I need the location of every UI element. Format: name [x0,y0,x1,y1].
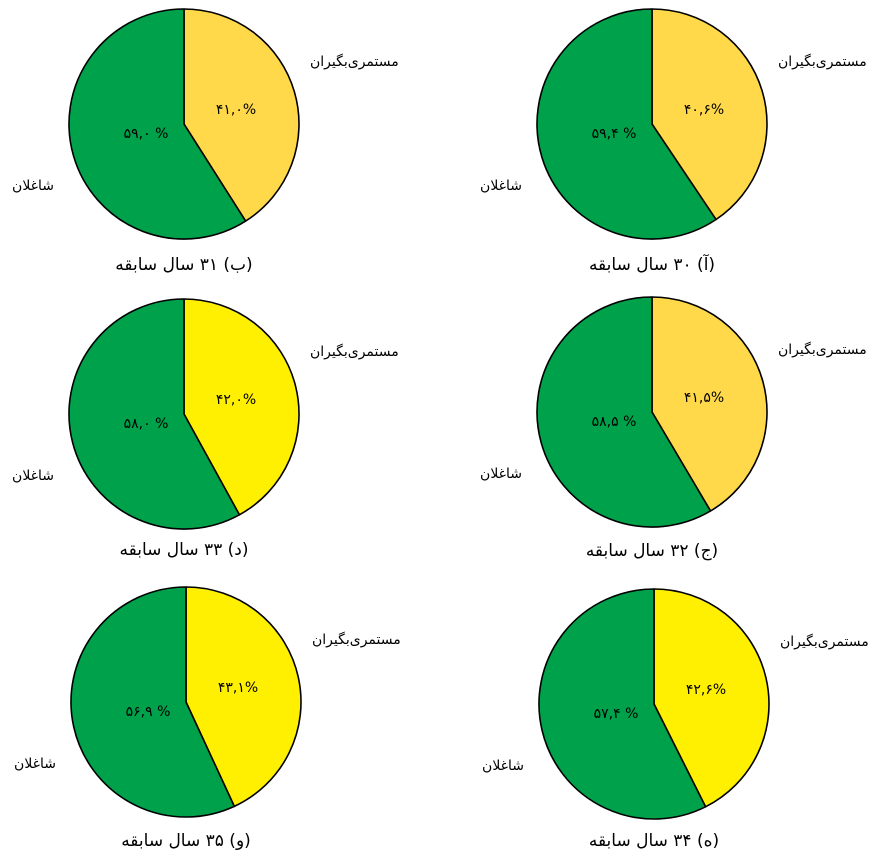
employed-slice [536,296,712,528]
pie-caption: (ب) ۳۱ سال سابقه [115,255,252,275]
employed-category-label: شاغلان [12,178,54,194]
pensioners-percent-label: ۴۲,۰% [216,392,256,408]
employed-percent-label: ۵۶,۹ % [126,704,171,720]
pie-chart-2: ۴۱,۰% ۵۹,۰ % مستمری‌بگیران شاغلان (ب) ۳۱ سال… [12,8,399,275]
employed-category-label: شاغلان [14,756,56,772]
pie-caption: (د) ۳۳ سال سابقه [120,540,249,560]
pensioners-category-label: مستمری‌بگیران [310,53,399,70]
employed-category-label: شاغلان [480,178,522,194]
pie-caption: (ه) ۳۴ سال سابقه [589,831,719,851]
pie-caption: (و) ۳۵ سال سابقه [121,831,251,851]
pensioners-category-label: مستمری‌بگیران [310,343,399,360]
employed-percent-label: ۵۹,۴ % [592,126,637,142]
pie-chart-6: ۴۳,۱% ۵۶,۹ % مستمری‌بگیران شاغلان (و) ۳۵ سال… [14,586,401,851]
employed-category-label: شاغلان [12,468,54,484]
pie-chart-1: ۴۰,۶% ۵۹,۴ % مستمری‌بگیران شاغلان (آ) ۳۰ سال… [480,8,867,275]
employed-percent-label: ۵۷,۴ % [594,706,639,722]
pensioners-category-label: مستمری‌بگیران [312,631,401,648]
pensioners-slice [183,298,300,516]
employed-category-label: شاغلان [482,758,524,774]
employed-slice [68,8,247,240]
pensioners-slice [653,588,770,808]
employed-slice [68,298,241,530]
pensioners-category-label: مستمری‌بگیران [780,633,869,650]
pensioners-percent-label: ۴۱,۵% [684,390,724,406]
employed-slice [538,588,707,820]
pie-chart-5: ۴۲,۶% ۵۷,۴ % مستمری‌بگیران شاغلان (ه) ۳۴ سال… [482,588,869,851]
pensioners-percent-label: ۴۳,۱% [218,680,258,696]
pie-caption: (آ) ۳۰ سال سابقه [589,253,715,275]
employed-slice [536,8,717,240]
pensioners-category-label: مستمری‌بگیران [778,341,867,358]
pensioners-slice [651,296,768,512]
pie-chart-3: ۴۱,۵% ۵۸,۵ % مستمری‌بگیران شاغلان (ج) ۳۲ سال… [480,296,867,561]
employed-percent-label: ۵۸,۰ % [124,416,169,432]
employed-percent-label: ۵۹,۰ % [124,126,169,142]
pensioners-percent-label: ۴۱,۰% [216,102,256,118]
pensioners-category-label: مستمری‌بگیران [778,53,867,70]
pensioners-percent-label: ۴۰,۶% [684,102,724,118]
pensioners-percent-label: ۴۲,۶% [686,682,726,698]
pie-caption: (ج) ۳۲ سال سابقه [586,541,718,561]
pensioners-slice [651,8,768,221]
pensioners-slice [185,586,302,808]
employed-category-label: شاغلان [480,466,522,482]
pie-chart-4: ۴۲,۰% ۵۸,۰ % مستمری‌بگیران شاغلان (د) ۳۳ سال… [12,298,399,560]
employed-slice [70,586,236,818]
employed-percent-label: ۵۸,۵ % [592,414,637,430]
